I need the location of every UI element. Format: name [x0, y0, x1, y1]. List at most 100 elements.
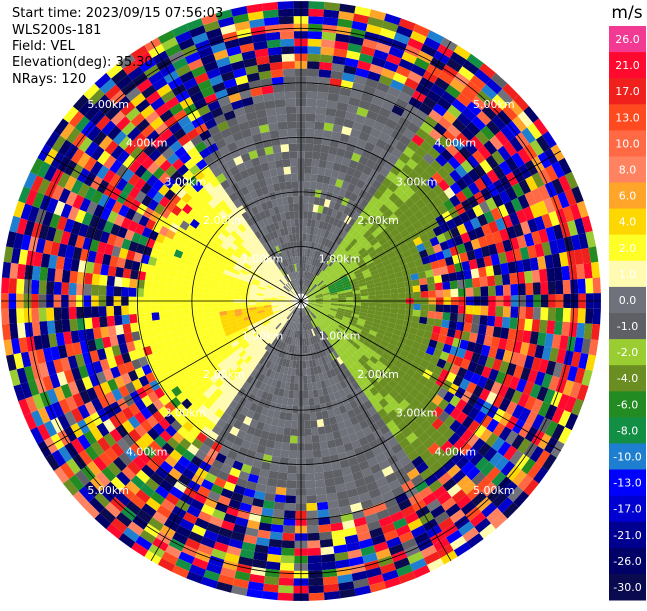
velocity-cell	[272, 307, 280, 311]
velocity-cell	[509, 136, 524, 153]
velocity-cell	[205, 171, 216, 182]
velocity-cell	[146, 403, 159, 416]
velocity-cell	[343, 150, 354, 160]
velocity-cell	[264, 177, 273, 186]
velocity-cell	[348, 159, 359, 170]
velocity-cell	[308, 570, 323, 579]
velocity-cell	[97, 150, 111, 166]
velocity-cell	[221, 322, 231, 329]
velocity-cell	[267, 249, 274, 258]
velocity-cell	[386, 420, 397, 431]
velocity-cell	[187, 255, 198, 264]
velocity-cell	[222, 439, 234, 450]
velocity-cell	[84, 317, 93, 330]
velocity-cell	[591, 323, 601, 341]
velocity-cell	[366, 313, 375, 319]
velocity-cell	[168, 121, 183, 135]
velocity-cell	[360, 305, 369, 310]
velocity-cell	[34, 377, 47, 394]
velocity-cell	[278, 205, 285, 214]
velocity-cell	[315, 278, 322, 285]
velocity-cell	[174, 146, 187, 159]
velocity-cell	[527, 343, 537, 357]
velocity-cell	[349, 355, 358, 364]
velocity-cell	[187, 338, 198, 347]
velocity-cell	[442, 312, 451, 321]
colorbar-label: 1.0	[619, 268, 637, 281]
velocity-cell	[281, 540, 295, 549]
velocity-cell	[27, 205, 40, 223]
velocity-cell	[439, 327, 449, 336]
velocity-cell	[286, 302, 294, 304]
velocity-cell	[507, 99, 524, 116]
velocity-cell	[173, 343, 184, 353]
velocity-cell	[307, 322, 311, 330]
velocity-cell	[113, 305, 122, 316]
velocity-cell	[237, 336, 246, 344]
velocity-cell	[278, 577, 294, 586]
velocity-cell	[333, 366, 341, 376]
velocity-cell	[198, 208, 209, 219]
velocity-cell	[322, 387, 329, 396]
velocity-cell	[474, 177, 487, 192]
velocity-cell	[288, 450, 298, 459]
velocity-cell	[363, 117, 376, 128]
velocity-cell	[426, 401, 438, 413]
velocity-cell	[305, 487, 317, 496]
velocity-cell	[288, 281, 294, 289]
velocity-cell	[283, 310, 290, 316]
velocity-cell	[565, 412, 579, 431]
velocity-cell	[372, 277, 382, 284]
velocity-cell	[578, 232, 589, 250]
velocity-cell	[165, 362, 176, 373]
velocity-cell	[197, 197, 209, 209]
velocity-cell	[164, 253, 174, 263]
velocity-cell	[591, 261, 601, 279]
velocity-cell	[226, 117, 239, 128]
velocity-cell	[203, 293, 212, 299]
velocity-cell	[253, 320, 262, 327]
velocity-cell	[466, 466, 481, 481]
velocity-cell	[398, 437, 411, 450]
velocity-cell	[322, 175, 331, 185]
velocity-cell	[278, 324, 284, 332]
velocity-cell	[292, 330, 296, 338]
velocity-cell	[328, 377, 336, 386]
velocity-cell	[268, 538, 283, 548]
velocity-cell	[287, 242, 292, 250]
velocity-cell	[327, 500, 340, 510]
velocity-cell	[265, 286, 274, 291]
velocity-cell	[567, 220, 579, 237]
velocity-cell	[78, 99, 95, 116]
velocity-cell	[321, 183, 329, 192]
velocity-cell	[350, 128, 362, 139]
velocity-cell	[500, 460, 516, 477]
velocity-cell	[207, 490, 221, 502]
velocity-cell	[302, 286, 304, 294]
velocity-cell	[13, 384, 26, 402]
velocity-cell	[466, 486, 482, 501]
velocity-cell	[315, 243, 321, 252]
velocity-cell	[77, 152, 91, 168]
velocity-cell	[235, 346, 244, 355]
velocity-cell	[332, 262, 340, 270]
velocity-cell	[255, 171, 265, 181]
velocity-cell	[264, 416, 273, 425]
velocity-cell	[291, 345, 296, 354]
velocity-cell	[507, 486, 524, 503]
velocity-cell	[228, 192, 239, 203]
velocity-cell	[339, 87, 352, 97]
velocity-cell	[462, 59, 480, 75]
velocity-cell	[336, 311, 345, 316]
velocity-cell	[258, 356, 266, 365]
velocity-cell	[448, 320, 458, 330]
velocity-cell	[390, 227, 400, 238]
velocity-cell	[296, 308, 300, 316]
velocity-cell	[166, 311, 175, 319]
velocity-cell	[211, 284, 220, 291]
velocity-cell	[255, 537, 270, 547]
velocity-cell	[302, 360, 307, 369]
velocity-cell	[463, 269, 472, 280]
velocity-cell	[308, 296, 316, 299]
velocity-cell	[233, 484, 246, 496]
